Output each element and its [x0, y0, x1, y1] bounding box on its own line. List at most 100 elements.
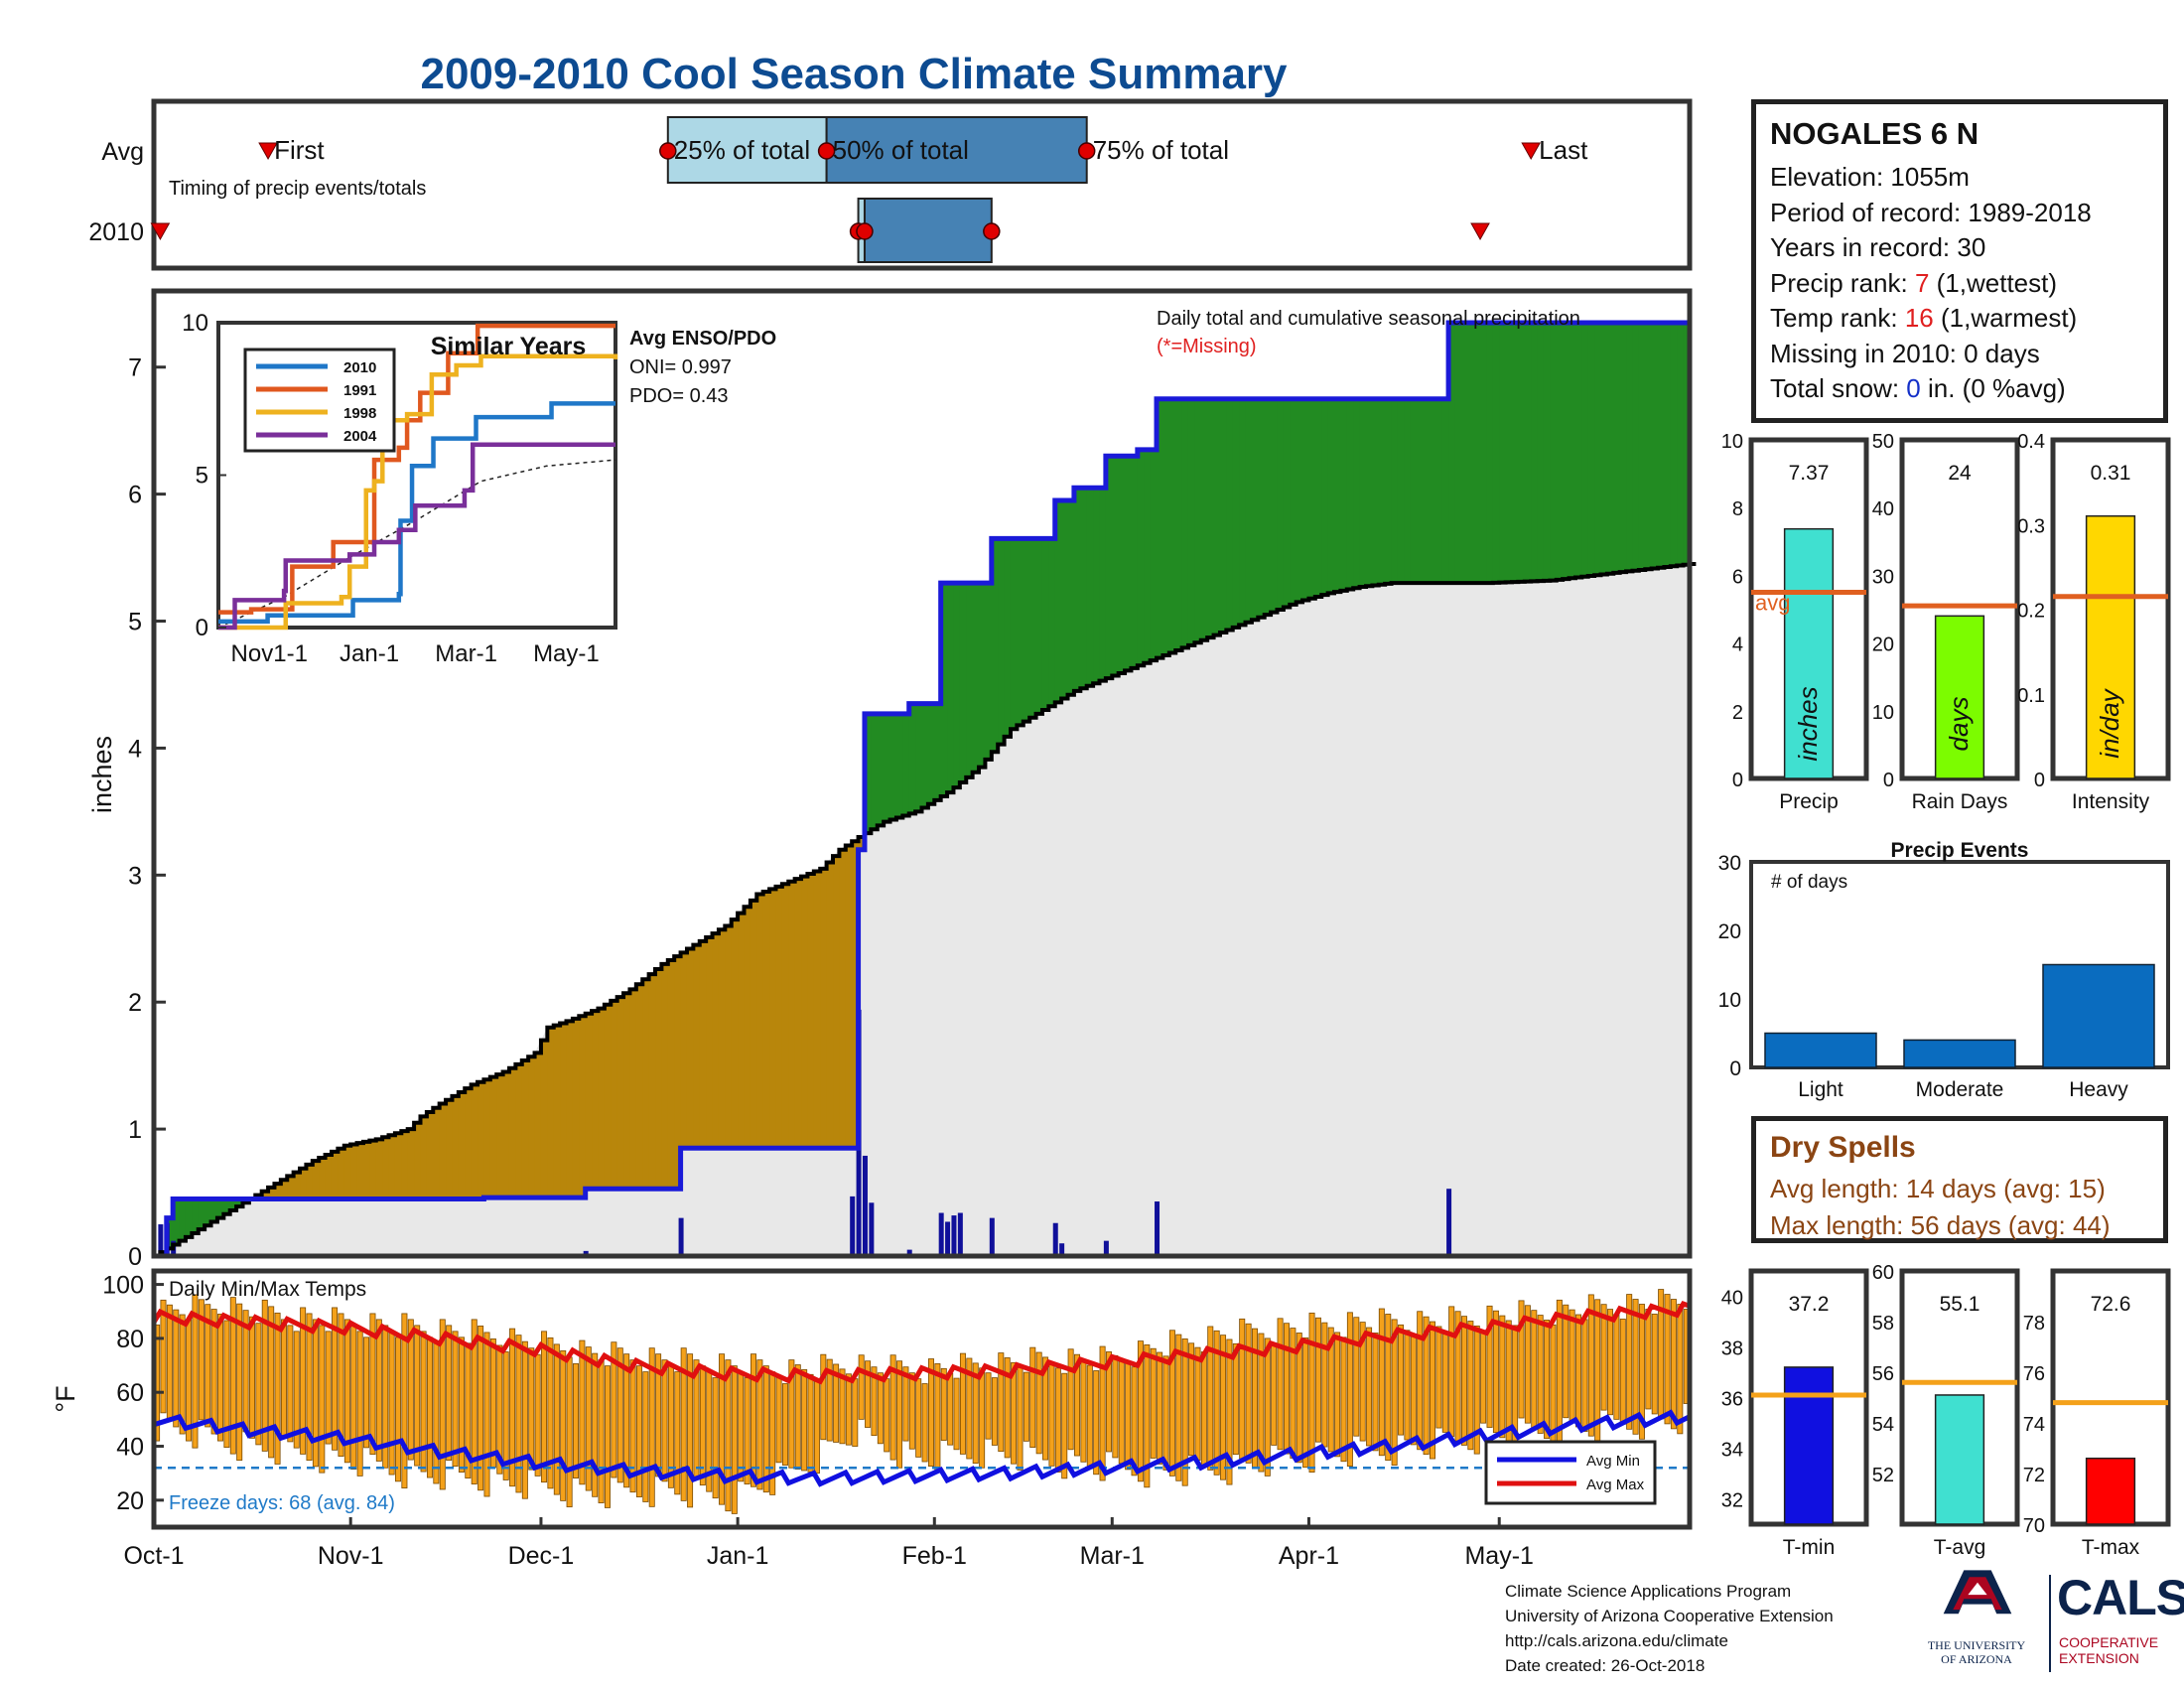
below-average-fill	[414, 1122, 422, 1199]
daily-temp-range-bar	[1632, 1299, 1639, 1435]
daily-temp-range-bar	[1340, 1336, 1347, 1463]
above-average-fill	[1499, 322, 1507, 583]
below-average-fill	[356, 1143, 364, 1199]
avg-p25-marker	[659, 142, 677, 160]
below-average-fill	[540, 1040, 548, 1198]
below-average-fill	[604, 1004, 612, 1190]
below-average-fill	[502, 1071, 510, 1198]
below-average-fill	[731, 919, 739, 1149]
rain_days-y-tick-label: 40	[1872, 498, 1894, 520]
above-average-fill	[991, 538, 999, 753]
daily-temp-range-bar	[420, 1331, 427, 1473]
inset-x-tick-label: May-1	[533, 640, 600, 667]
above-average-fill	[229, 1198, 237, 1210]
above-average-fill	[1372, 398, 1380, 586]
temp-y-tick-label: 60	[116, 1379, 144, 1407]
tavg-category-label: T-avg	[1934, 1536, 1986, 1559]
tmin-category-label: T-min	[1783, 1536, 1836, 1559]
daily-temp-range-bar	[896, 1360, 903, 1469]
daily-temp-range-bar	[1277, 1318, 1284, 1451]
above-average-fill	[1054, 500, 1062, 703]
precip-events-y-tick-label: 10	[1718, 989, 1741, 1012]
precip_total-y-tick-label: 4	[1732, 634, 1743, 656]
university-of-arizona-logo	[1943, 1570, 2012, 1615]
daily-temp-range-bar	[927, 1358, 934, 1468]
above-average-fill	[1283, 398, 1291, 608]
above-average-fill	[908, 703, 916, 814]
daily-temp-range-bar	[1391, 1319, 1398, 1466]
daily-temp-range-bar	[1220, 1335, 1227, 1480]
daily-precip-bar	[945, 1221, 951, 1256]
rain_days-category-label: Rain Days	[1912, 790, 2008, 813]
daily-temp-range-bar	[1404, 1330, 1411, 1441]
above-average-fill	[1010, 538, 1018, 730]
above-average-fill	[1277, 398, 1285, 611]
daily-temp-range-bar	[1200, 1351, 1207, 1466]
avg-p75-marker	[1077, 142, 1096, 160]
above-average-fill	[1334, 398, 1342, 593]
daily-temp-range-bar	[350, 1325, 357, 1471]
below-average-fill	[325, 1154, 333, 1199]
below-average-fill	[667, 960, 675, 1190]
daily-temp-range-bar	[223, 1320, 230, 1449]
daily-temp-range-bar	[908, 1372, 915, 1450]
y2010-last-marker	[1470, 222, 1490, 241]
daily-temp-range-bar	[858, 1354, 865, 1420]
daily-temp-range-bar	[1366, 1327, 1373, 1447]
above-average-fill	[884, 713, 891, 822]
daily-temp-range-bar	[940, 1367, 947, 1441]
daily-temp-range-bar	[889, 1354, 896, 1461]
below-average-fill	[579, 1016, 587, 1198]
above-average-fill	[1029, 538, 1037, 718]
tmin-y-tick-label: 34	[1721, 1440, 1743, 1462]
daily-temp-range-bar	[560, 1349, 567, 1501]
above-average-fill	[1125, 456, 1133, 671]
above-average-fill	[1651, 322, 1659, 569]
similar-years-title: Similar Years	[431, 333, 587, 360]
daily-temp-range-bar	[1353, 1317, 1360, 1437]
daily-temp-range-bar	[268, 1306, 275, 1459]
daily-precip-bar	[906, 1249, 912, 1256]
daily-temp-range-bar	[1207, 1326, 1214, 1471]
above-average-fill	[1067, 500, 1075, 695]
above-average-fill	[1137, 449, 1145, 666]
precip-plot-frame	[151, 288, 1693, 1259]
inset-x-tick-label: Mar-1	[435, 640, 497, 667]
above-average-fill	[1404, 398, 1412, 584]
rain_days-y-tick-label: 50	[1872, 431, 1894, 453]
daily-temp-range-bar	[966, 1357, 973, 1460]
above-average-fill	[1340, 398, 1348, 591]
daily-precip-bar	[957, 1212, 963, 1256]
above-average-fill	[185, 1198, 193, 1237]
daily-temp-range-bar	[1162, 1355, 1169, 1471]
cumulative-2010-line	[154, 320, 1690, 1259]
below-average-fill	[560, 1023, 568, 1198]
above-average-fill	[1150, 449, 1158, 661]
tmin-bar	[1783, 1366, 1835, 1525]
daily-temp-range-bar	[1144, 1344, 1151, 1488]
daily-temp-range-bar	[1283, 1323, 1290, 1455]
daily-temp-range-bar	[1048, 1361, 1055, 1467]
daily-temp-range-bar	[1563, 1304, 1570, 1419]
tavg-y-tick-label: 54	[1872, 1414, 1894, 1436]
daily-precip-bar	[1059, 1243, 1065, 1256]
above-average-fill	[1600, 322, 1608, 575]
precip_total-y-tick-label: 8	[1732, 498, 1743, 520]
daily-temp-range-bar	[1074, 1353, 1081, 1457]
above-average-fill	[889, 713, 897, 820]
daily-temp-range-bar	[1524, 1305, 1531, 1424]
above-average-fill	[1410, 398, 1418, 584]
daily-temp-range-bar	[1448, 1306, 1455, 1438]
precip-rank-value: 7	[1914, 267, 1930, 298]
daily-precip-bar	[583, 1250, 589, 1256]
daily-temp-range-bar	[1004, 1357, 1011, 1459]
daily-temp-range-bar	[674, 1371, 681, 1495]
tavg-y-tick-label: 52	[1872, 1465, 1894, 1486]
below-average-fill	[833, 856, 840, 1149]
above-average-fill	[953, 583, 961, 788]
daily-temp-range-bar	[426, 1336, 433, 1478]
intensity-y-tick-label: 0.2	[2017, 601, 2045, 623]
below-average-fill	[478, 1081, 485, 1199]
intensity-y-tick-label: 0.4	[2017, 431, 2045, 453]
daily-precip-bar	[862, 1155, 868, 1256]
